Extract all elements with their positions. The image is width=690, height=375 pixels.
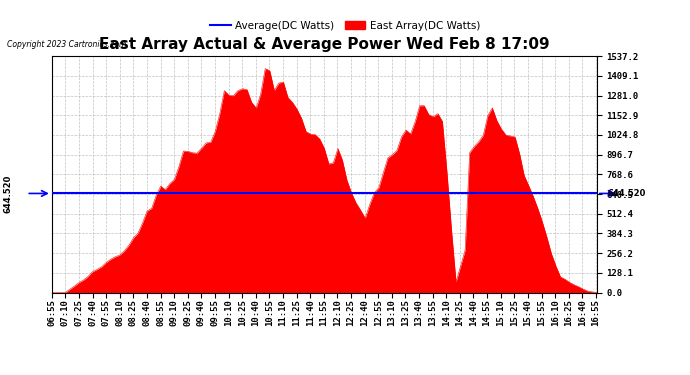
Text: 644.520: 644.520	[3, 174, 13, 213]
Legend: Average(DC Watts), East Array(DC Watts): Average(DC Watts), East Array(DC Watts)	[206, 16, 484, 35]
Text: Copyright 2023 Cartronics.com: Copyright 2023 Cartronics.com	[7, 40, 126, 49]
Text: 644.520: 644.520	[607, 189, 646, 198]
Title: East Array Actual & Average Power Wed Feb 8 17:09: East Array Actual & Average Power Wed Fe…	[99, 37, 550, 52]
